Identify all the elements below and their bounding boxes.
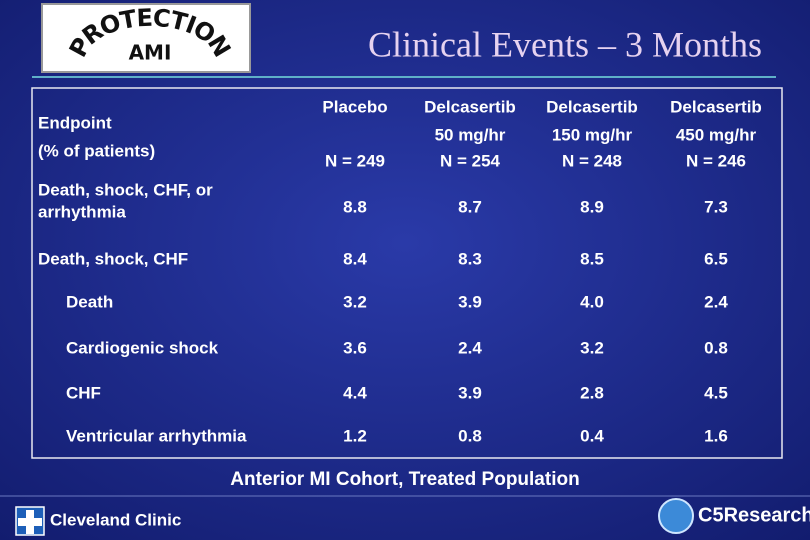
cell-value: 2.8 [580, 383, 604, 402]
header-text: Placebo [322, 97, 387, 116]
header-text: 150 mg/hr [552, 125, 633, 144]
logo-bottom: AMI [129, 41, 172, 65]
c5-logo: C5Research [658, 498, 810, 534]
cell-value: 8.4 [343, 249, 367, 268]
header-text: Delcasertib [424, 97, 516, 116]
cell-value: 6.5 [704, 249, 728, 268]
row-label: Death, shock, CHF, or [38, 180, 213, 199]
cleveland-cross [18, 510, 42, 534]
cell-value: 3.2 [580, 338, 604, 357]
row-label: arrhythmia [38, 202, 126, 221]
logo: PROTECTION AMI [41, 3, 251, 73]
footer-right: C5Research [698, 504, 810, 526]
cell-value: 3.9 [458, 292, 482, 311]
header-text: 450 mg/hr [676, 125, 757, 144]
header-n: N = 254 [440, 151, 501, 170]
cell-value: 3.6 [343, 338, 367, 357]
cell-value: 1.6 [704, 426, 728, 445]
cell-value: 1.2 [343, 426, 367, 445]
cell-value: 8.3 [458, 249, 482, 268]
cell-value: 4.0 [580, 292, 604, 311]
cell-value: 0.8 [458, 426, 482, 445]
logo-box [41, 3, 251, 73]
cell-value: 0.4 [580, 426, 604, 445]
row-label: Cardiogenic shock [66, 338, 219, 357]
header-text: Delcasertib [670, 97, 762, 116]
cell-value: 4.5 [704, 383, 728, 402]
cell-value: 8.9 [580, 197, 604, 216]
cell-value: 8.8 [343, 197, 367, 216]
cell-value: 3.9 [458, 383, 482, 402]
header-n: N = 246 [686, 151, 746, 170]
row-label: Death [66, 292, 113, 311]
header-text: (% of patients) [38, 141, 155, 160]
cell-value: 2.4 [704, 292, 728, 311]
table-border [31, 87, 783, 459]
header-n: N = 248 [562, 151, 622, 170]
row-label: Ventricular arrhythmia [66, 426, 247, 445]
slide-title: Clinical Events – 3 Months [368, 24, 762, 64]
cell-value: 2.4 [458, 338, 482, 357]
header-text: Endpoint [38, 113, 112, 132]
c5-globe [658, 498, 694, 534]
header-text: Delcasertib [546, 97, 638, 116]
footer-left: Cleveland Clinic [50, 510, 181, 529]
cell-value: 0.8 [704, 338, 728, 357]
row-label: CHF [66, 383, 101, 402]
caption: Anterior MI Cohort, Treated Population [230, 469, 579, 490]
row-label: Death, shock, CHF [38, 249, 188, 268]
header-text: 50 mg/hr [435, 125, 506, 144]
cell-value: 4.4 [343, 383, 367, 402]
cell-value: 8.7 [458, 197, 482, 216]
header-n: N = 249 [325, 151, 385, 170]
cleveland-logo: Cleveland Clinic [15, 506, 181, 536]
cell-value: 3.2 [343, 292, 367, 311]
cell-value: 8.5 [580, 249, 604, 268]
cell-value: 7.3 [704, 197, 728, 216]
